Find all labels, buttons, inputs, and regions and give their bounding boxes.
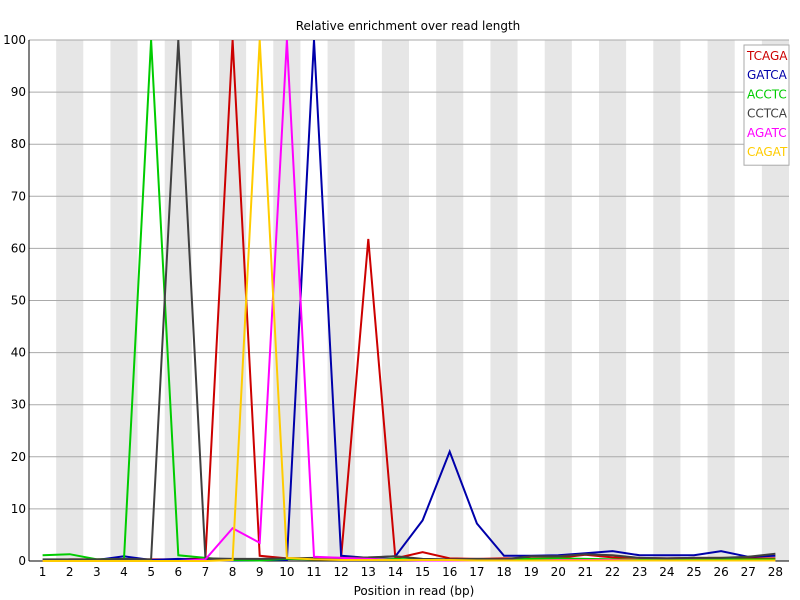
legend-entry: CCTCA (747, 107, 788, 121)
x-tick-label: 19 (524, 565, 539, 579)
x-tick-label: 1 (39, 565, 47, 579)
x-tick-label: 8 (229, 565, 237, 579)
y-tick-label: 20 (11, 450, 26, 464)
x-tick-label: 13 (361, 565, 376, 579)
legend: TCAGA GATCA ACCTC CCTCA AGATC CAGAT (743, 44, 790, 166)
series-lines (42, 39, 776, 562)
x-tick-label: 15 (415, 565, 430, 579)
legend-box (743, 44, 790, 166)
x-tick-label: 16 (442, 565, 457, 579)
x-tick-label: 10 (279, 565, 294, 579)
legend-entry: TCAGA (746, 49, 788, 63)
x-tick-label: 26 (714, 565, 729, 579)
x-tick-label: 7 (202, 565, 210, 579)
x-tick-label: 17 (469, 565, 484, 579)
y-tick-label: 0 (18, 554, 26, 568)
x-tick-label: 23 (632, 565, 647, 579)
x-tick-label: 28 (768, 565, 783, 579)
y-tick-label: 60 (11, 241, 26, 255)
x-tick-label: 14 (388, 565, 403, 579)
y-tick-label: 30 (11, 398, 26, 412)
legend-entry: AGATC (747, 126, 787, 140)
x-axis-label: Position in read (bp) (354, 584, 475, 598)
y-tick-label: 70 (11, 189, 26, 203)
x-tick-label: 21 (578, 565, 593, 579)
x-tick-label: 9 (256, 565, 264, 579)
y-tick-label: 100 (3, 33, 26, 47)
x-tick-label: 27 (741, 565, 756, 579)
horizontal-gridlines (29, 39, 789, 562)
x-tick-label: 24 (659, 565, 674, 579)
series-line-gatca (42, 39, 776, 562)
y-tick-label: 10 (11, 502, 26, 516)
chart-title: Relative enrichment over read length (296, 19, 521, 33)
series-line-cctca (42, 39, 776, 561)
legend-entry: GATCA (747, 68, 788, 82)
x-tick-label: 5 (147, 565, 155, 579)
series-line-cagat (42, 39, 776, 562)
x-tick-label: 6 (174, 565, 182, 579)
x-tick-label: 25 (686, 565, 701, 579)
x-tick-label: 12 (334, 565, 349, 579)
y-tick-label: 90 (11, 85, 26, 99)
x-tick-label: 4 (120, 565, 128, 579)
x-tick-label: 3 (93, 565, 101, 579)
x-tick-label: 18 (496, 565, 511, 579)
y-tick-label: 80 (11, 137, 26, 151)
x-axis-ticks: 1 2 3 4 5 6 7 8 9 10 11 12 13 14 15 16 17 18 19 20 21 22 23 24 2… (39, 565, 783, 579)
x-tick-label: 11 (306, 565, 321, 579)
legend-entry: CAGAT (747, 145, 788, 159)
x-tick-label: 2 (66, 565, 74, 579)
legend-entry: ACCTC (747, 87, 787, 101)
y-axis-ticks: 0 10 20 30 40 50 60 70 80 90 100 (3, 33, 26, 568)
x-tick-label: 20 (551, 565, 566, 579)
x-tick-label: 22 (605, 565, 620, 579)
y-tick-label: 40 (11, 346, 26, 360)
y-tick-label: 50 (11, 294, 26, 308)
